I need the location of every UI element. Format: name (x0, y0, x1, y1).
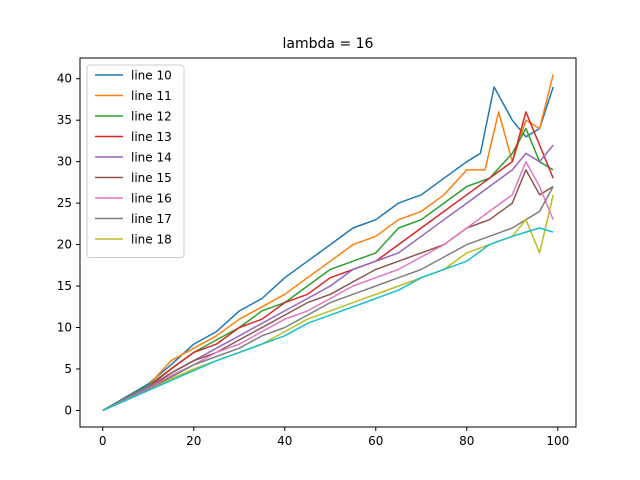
series-line-2 (102, 127, 554, 412)
legend-label: line 13 (131, 130, 172, 144)
y-axis: 0 5 10 15 20 25 30 35 40 (57, 72, 80, 417)
y-tick-label: 30 (57, 155, 72, 169)
series-line-7 (102, 186, 554, 412)
series-line-1 (102, 74, 554, 412)
x-tick-label: 0 (99, 434, 107, 448)
legend-label: line 16 (131, 192, 172, 206)
series-line-0 (102, 86, 554, 412)
y-tick-label: 40 (57, 72, 72, 86)
plot-area: 0 20 40 60 80 100 0 5 10 15 20 25 30 35 40 (57, 57, 577, 448)
legend-label: line 14 (131, 151, 172, 165)
x-tick-label: 100 (546, 434, 569, 448)
y-tick-label: 15 (57, 279, 72, 293)
y-tick-label: 20 (57, 238, 72, 252)
axes-frame (79, 57, 577, 428)
legend-label: line 17 (131, 212, 172, 226)
x-tick-label: 80 (459, 434, 474, 448)
y-tick-label: 25 (57, 196, 72, 210)
series-line-9 (102, 227, 554, 412)
series-line-6 (102, 160, 554, 412)
series-layer (102, 74, 554, 412)
y-tick-label: 5 (64, 362, 72, 376)
legend: line 10 line 11 line 12 line 13 line 14 line … (86, 64, 185, 258)
legend-box (86, 64, 185, 258)
legend-label: line 11 (131, 89, 172, 103)
series-line-5 (102, 169, 554, 412)
legend-label: line 12 (131, 110, 172, 124)
chart-title: lambda = 16 (283, 36, 374, 52)
x-tick-label: 20 (186, 434, 201, 448)
x-axis: 0 20 40 60 80 100 (99, 427, 569, 448)
x-tick-label: 40 (277, 434, 292, 448)
legend-label: line 15 (131, 171, 172, 185)
series-line-4 (102, 144, 554, 412)
legend-label: line 10 (131, 69, 172, 83)
y-tick-label: 10 (57, 320, 72, 334)
y-tick-label: 0 (64, 403, 72, 417)
legend-label: line 18 (131, 233, 172, 247)
x-tick-label: 60 (368, 434, 383, 448)
y-tick-label: 35 (57, 113, 72, 127)
